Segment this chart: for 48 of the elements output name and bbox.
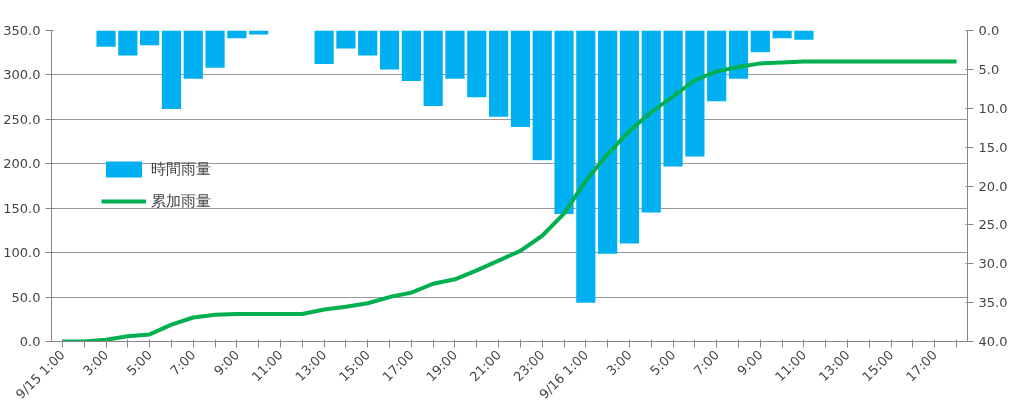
line-series <box>60 59 959 342</box>
bar <box>619 30 640 244</box>
y-tick-label: 50.0 <box>11 289 41 305</box>
bar <box>750 30 770 53</box>
bar <box>379 30 400 70</box>
bar <box>358 30 378 56</box>
y-tick-label: 200.0 <box>3 156 41 172</box>
bar <box>489 30 509 117</box>
y-tick-label: 0.0 <box>19 334 41 349</box>
y-tick-label: 250.0 <box>3 111 41 127</box>
bar <box>598 30 618 254</box>
y2-tick-label: 40.0 <box>978 334 1008 349</box>
bar <box>794 30 814 40</box>
bar <box>161 30 182 110</box>
bar <box>467 30 487 98</box>
bar <box>118 30 138 56</box>
y2-tick-label: 10.0 <box>978 100 1008 116</box>
y-tick-label: 100.0 <box>3 245 41 261</box>
bar <box>205 30 225 68</box>
y2-tick-label: 30.0 <box>978 256 1008 272</box>
legend-label: 累加雨量 <box>151 191 211 211</box>
bar <box>140 30 160 46</box>
bar <box>96 30 116 47</box>
y-tick-label: 150.0 <box>3 200 41 216</box>
y2-tick-label: 25.0 <box>978 217 1008 233</box>
bar <box>576 30 596 303</box>
y2-tick-label: 20.0 <box>978 178 1008 194</box>
bar <box>183 30 203 79</box>
bar <box>336 30 356 49</box>
bar <box>401 30 421 82</box>
bar <box>554 30 574 214</box>
bar <box>510 30 530 127</box>
y2-tick-label: 35.0 <box>978 295 1008 311</box>
bar <box>663 30 683 167</box>
y2-tick-label: 5.0 <box>978 61 1000 77</box>
bar <box>314 30 334 64</box>
bar <box>685 30 705 157</box>
bar <box>641 30 661 213</box>
y2-tick-label: 0.0 <box>978 23 1000 38</box>
bar <box>532 30 552 161</box>
bar <box>445 30 465 79</box>
legend-label: 時間雨量 <box>151 159 211 179</box>
bar <box>423 30 443 106</box>
bar <box>707 30 727 102</box>
y-tick-label: 300.0 <box>3 67 41 83</box>
y-tick-label: 350.0 <box>3 23 41 38</box>
y2-tick-label: 15.0 <box>978 139 1008 155</box>
bar <box>728 30 749 79</box>
